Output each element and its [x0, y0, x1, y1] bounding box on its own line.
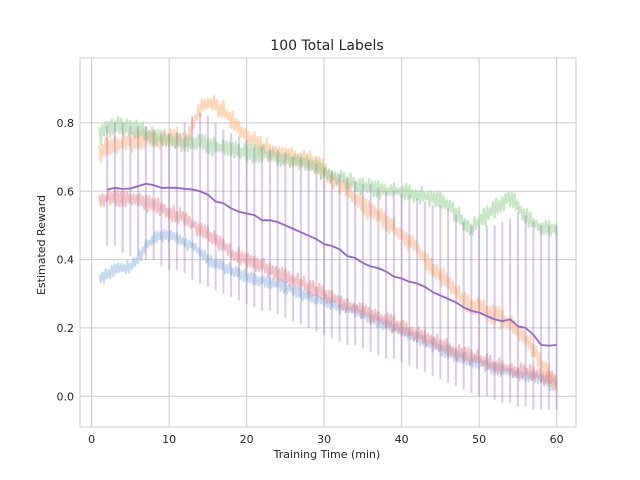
x-tick-label: 20: [240, 433, 254, 446]
x-tick-label: 50: [472, 433, 486, 446]
error-bars: [106, 112, 558, 410]
x-tick-label: 60: [550, 433, 564, 446]
mean-line: [106, 182, 557, 347]
y-tick-labels: 0.0 0.2 0.4 0.6 0.8: [57, 117, 75, 403]
series-line-3: [98, 115, 558, 237]
y-tick-label: 0.2: [57, 322, 75, 335]
y-tick-label: 0.0: [57, 390, 75, 403]
grid: [80, 58, 576, 427]
mean-line-layer: [106, 182, 557, 347]
series-layer: [98, 94, 558, 393]
x-tick-labels: 0 10 20 30 40 50 60: [88, 433, 564, 446]
x-axis-label: Training Time (min): [273, 448, 381, 461]
x-tick-label: 40: [395, 433, 409, 446]
x-tick-label: 10: [162, 433, 176, 446]
chart-title: 100 Total Labels: [270, 38, 383, 54]
x-tick-label: 0: [88, 433, 95, 446]
y-axis-label: Estimated Reward: [35, 195, 48, 295]
series-line-4: [98, 188, 558, 386]
plot-frame: [79, 57, 577, 428]
x-tick-label: 30: [317, 433, 331, 446]
y-tick-label: 0.6: [57, 185, 75, 198]
y-tick-label: 0.4: [57, 254, 75, 267]
y-tick-label: 0.8: [57, 117, 75, 130]
